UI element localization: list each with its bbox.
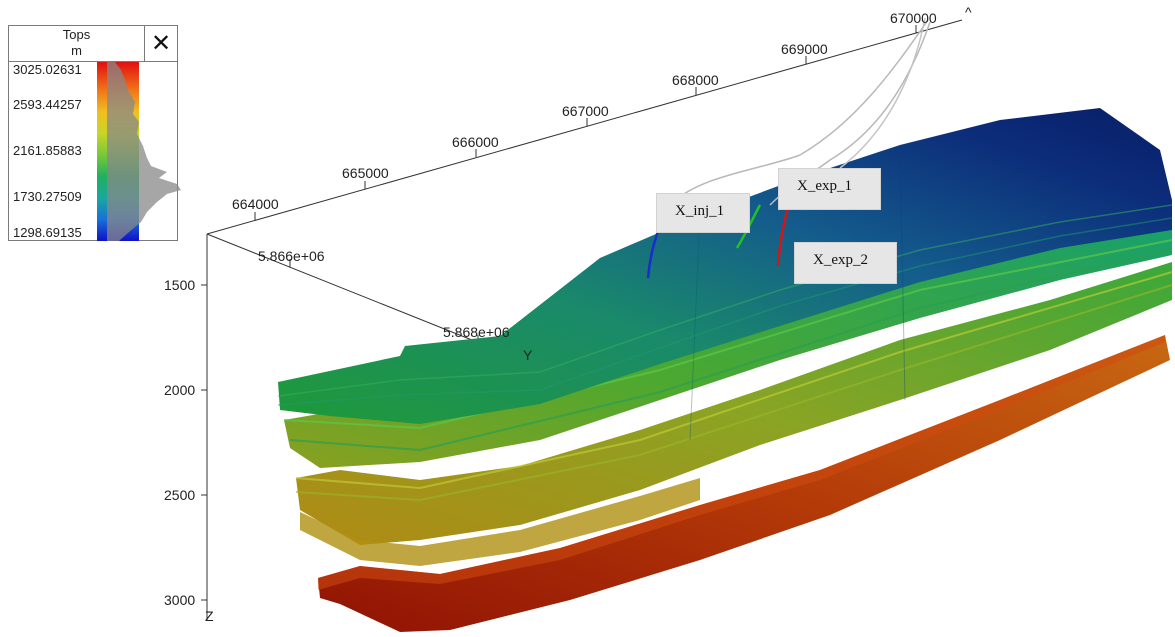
well-name: X_exp_2 xyxy=(813,252,868,268)
x-tick-label: 666000 xyxy=(452,134,499,150)
x-tick-label: 667000 xyxy=(562,103,609,119)
color-legend: Tops m ✕ 3025.02631 2593.44257 2161.8588… xyxy=(8,25,181,241)
legend-unit: m xyxy=(71,43,82,58)
z-tick-label: 2500 xyxy=(164,487,196,503)
x-tick-label: 665000 xyxy=(342,165,389,181)
x-tick-label: 669000 xyxy=(781,41,828,57)
layer-top xyxy=(277,108,1173,441)
x-tick-label: 670000 xyxy=(890,10,937,26)
x-tick-label: 664000 xyxy=(232,196,279,212)
legend-value: 3025.02631 xyxy=(13,62,82,77)
layer-bottom xyxy=(318,335,1170,632)
legend-header: Tops m ✕ xyxy=(9,26,177,62)
well-callout-x-inj-1[interactable]: X_inj_1 xyxy=(656,193,750,233)
legend-title: Tops xyxy=(62,27,91,42)
legend-value: 1730.27509 xyxy=(13,189,82,204)
y-axis-label: Y xyxy=(523,347,533,363)
z-axis-label: Z xyxy=(205,608,214,624)
y-tick-label: 5.868e+06 xyxy=(443,324,510,340)
legend-value: 2593.44257 xyxy=(13,97,82,112)
x-axis-end-label: ^ xyxy=(965,4,972,20)
well-name: X_inj_1 xyxy=(675,203,725,219)
well-callout-x-exp-1[interactable]: X_exp_1 xyxy=(778,168,881,210)
z-tick-label: 3000 xyxy=(164,592,196,608)
well-name: X_exp_1 xyxy=(797,178,852,194)
legend-value: 1298.69135 xyxy=(13,225,82,240)
close-icon[interactable]: ✕ xyxy=(144,26,177,61)
y-tick-label: 5.866e+06 xyxy=(258,248,325,264)
legend-value: 2161.85883 xyxy=(13,143,82,158)
layer-lower-mid xyxy=(295,262,1173,566)
z-tick-label: 2000 xyxy=(164,382,196,398)
well-callout-x-exp-2[interactable]: X_exp_2 xyxy=(794,242,897,284)
x-tick-label: 668000 xyxy=(672,72,719,88)
z-tick-label: 1500 xyxy=(164,277,196,293)
axis-frame xyxy=(201,19,963,620)
legend-histogram xyxy=(107,62,181,241)
